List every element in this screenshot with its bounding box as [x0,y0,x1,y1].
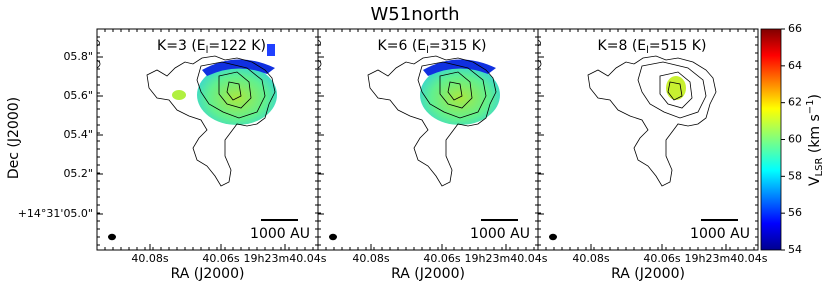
colorbar-tick-label: 58 [788,169,802,182]
panel-label-sub: l [426,45,429,56]
x-axis-label: RA (J2000) [611,266,685,282]
contour [637,61,707,119]
colorbar-tick-label: 54 [788,243,802,256]
scale-bar-label: 1000 AU [690,226,750,242]
x-tick-label: 40.08s [131,252,168,265]
panel-label: K=6 (El=315 K) [378,38,487,56]
colorbar-tick-label: 62 [788,96,802,109]
contour [367,55,497,187]
emission-map [202,59,275,76]
panel-label-text: =315 K) [429,38,487,54]
panel: K=8 (El=515 K) 1000 AU 40.08s 40.06s 19h23m4… [537,28,768,282]
scale-bar-label: 1000 AU [250,226,310,242]
contour [417,61,487,119]
contour [659,71,693,109]
panel-label-sub: l [206,45,209,56]
x-tick-label: 19h23m40.04s [685,252,768,265]
panel-frame [317,28,539,251]
panel-label-text: K=6 (E [378,38,427,54]
contour [196,61,266,119]
beam [549,233,557,241]
panel-label: K=8 (El=515 K) [598,38,707,56]
x-tick-label: 40.08s [352,252,389,265]
panel-label-text: K=8 (E [598,38,647,54]
colorbar-tick-label: 60 [788,133,802,146]
panel: K=3 (El=122 K) 1000 AU 40.08s 40.06s 19h23m4… [18,28,327,282]
contour [439,71,473,109]
contour [226,81,242,101]
emission-map [423,59,496,76]
contour [587,55,717,187]
x-axis-label: RA (J2000) [391,266,465,282]
x-tick-label: 40.06s [202,252,239,265]
panel-label-text: =515 K) [649,38,707,54]
x-tick-label: 19h23m40.04s [465,252,548,265]
panel-label-text: =122 K) [208,38,266,54]
panel: K=6 (El=315 K) 1000 AU 40.08s 40.06s 19h23m4… [317,28,548,282]
panel-label-sub: l [646,45,649,56]
panel-frame [537,28,759,251]
panel-label-text: K=3 (E [157,38,206,54]
x-tick-label: 40.06s [423,252,460,265]
emission-map [267,44,275,56]
contour [667,81,683,101]
y-axis-label: Dec (J2000) [6,97,22,179]
x-tick-label: 40.08s [572,252,609,265]
emission-map [172,90,186,100]
y-tick-label: +14°31'05.0" [18,207,93,220]
colorbar-label: VLSR (km s−1) [805,94,825,186]
contour [146,55,276,187]
y-tick-label: 05.8" [63,50,93,63]
colorbar-tick-label: 64 [788,59,802,72]
y-tick-label: 05.2" [63,167,93,180]
panel-label: K=3 (El=122 K) [157,38,266,56]
contour [447,81,463,101]
colorbar [760,28,782,251]
x-tick-label: 40.06s [643,252,680,265]
beam [108,233,116,241]
beam [329,233,337,241]
contour [218,71,252,109]
title: W51north [371,4,460,25]
scale-bar-label: 1000 AU [470,226,530,242]
colorbar-tick-label: 66 [788,22,802,35]
y-tick-label: 05.4" [63,128,93,141]
panel-frame [96,28,319,251]
x-axis-label: RA (J2000) [171,266,245,282]
y-tick-label: 05.6" [63,89,93,102]
colorbar-tick-label: 56 [788,206,802,219]
emission-map [197,65,277,125]
x-tick-label: 19h23m40.04s [244,252,327,265]
colorbar-axis: 54 56 58 60 62 64 66 [781,22,802,256]
